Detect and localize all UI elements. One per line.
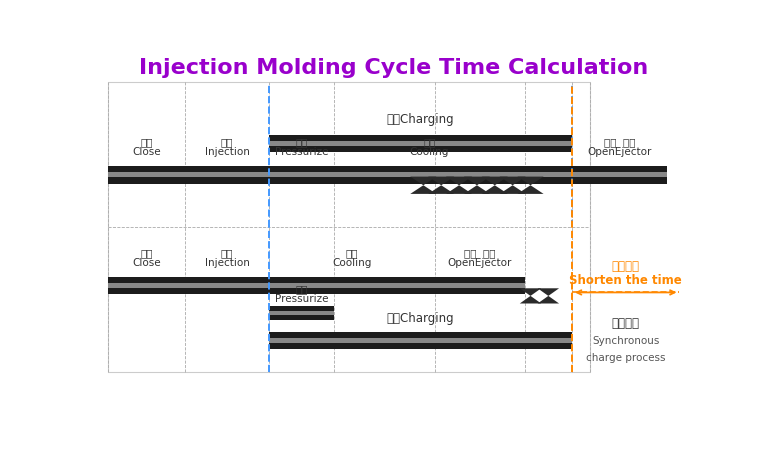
Bar <box>269 343 572 349</box>
Polygon shape <box>518 185 544 194</box>
Text: Injection: Injection <box>204 147 250 158</box>
Polygon shape <box>499 176 526 185</box>
Polygon shape <box>520 296 541 304</box>
Text: 开模  顶退: 开模 顶退 <box>604 137 636 147</box>
Bar <box>108 172 572 177</box>
Text: 同步熔胶: 同步熔胶 <box>612 317 640 330</box>
Polygon shape <box>518 176 544 185</box>
Polygon shape <box>464 176 490 185</box>
Text: 冷却: 冷却 <box>423 137 435 147</box>
Bar <box>269 146 572 152</box>
Bar <box>108 82 590 372</box>
Polygon shape <box>410 176 436 185</box>
Polygon shape <box>428 176 455 185</box>
Text: OpenEjector: OpenEjector <box>448 258 512 268</box>
Polygon shape <box>499 185 526 194</box>
Text: Close: Close <box>132 147 161 158</box>
Bar <box>108 166 572 172</box>
Text: 保压: 保压 <box>295 137 308 147</box>
Text: 熔胶Charging: 熔胶Charging <box>386 113 454 126</box>
Text: 保压: 保压 <box>295 284 308 294</box>
Text: Synchronous: Synchronous <box>592 336 660 346</box>
Bar <box>269 135 572 141</box>
Text: Close: Close <box>132 258 161 268</box>
Text: 熔胶Charging: 熔胶Charging <box>386 312 454 325</box>
Polygon shape <box>428 185 455 194</box>
Polygon shape <box>482 176 508 185</box>
Bar <box>269 332 572 338</box>
Text: Injection: Injection <box>204 258 250 268</box>
Polygon shape <box>464 185 490 194</box>
Bar <box>269 315 334 320</box>
Text: Injection Molding Cycle Time Calculation: Injection Molding Cycle Time Calculation <box>139 58 648 78</box>
Text: charge process: charge process <box>586 353 666 363</box>
Bar <box>269 311 334 315</box>
Polygon shape <box>446 176 472 185</box>
Text: Cooling: Cooling <box>409 147 449 158</box>
Text: OpenEjector: OpenEjector <box>588 147 652 158</box>
Text: Pressurize: Pressurize <box>275 295 328 304</box>
Bar <box>108 288 525 294</box>
Polygon shape <box>538 288 559 296</box>
Text: 注射: 注射 <box>220 137 233 147</box>
Bar <box>572 166 667 172</box>
Polygon shape <box>482 185 508 194</box>
Text: 冷却: 冷却 <box>346 248 358 258</box>
Polygon shape <box>538 296 559 304</box>
Bar <box>108 283 525 288</box>
Polygon shape <box>446 185 472 194</box>
Bar <box>269 306 334 311</box>
Text: 缩短时间: 缩短时间 <box>612 260 640 273</box>
Bar <box>108 277 525 283</box>
Bar <box>572 172 667 177</box>
Text: Pressurize: Pressurize <box>275 147 328 158</box>
Text: Shorten the time: Shorten the time <box>569 274 682 287</box>
Polygon shape <box>410 185 436 194</box>
Text: 注射: 注射 <box>220 248 233 258</box>
Bar <box>269 141 572 146</box>
Text: 合模: 合模 <box>141 137 153 147</box>
Bar <box>269 338 572 343</box>
Text: 开模  顶退: 开模 顶退 <box>464 248 495 258</box>
Bar <box>572 177 667 184</box>
Text: 合模: 合模 <box>141 248 153 258</box>
Polygon shape <box>520 288 541 296</box>
Text: Cooling: Cooling <box>333 258 372 268</box>
Bar <box>108 177 572 184</box>
